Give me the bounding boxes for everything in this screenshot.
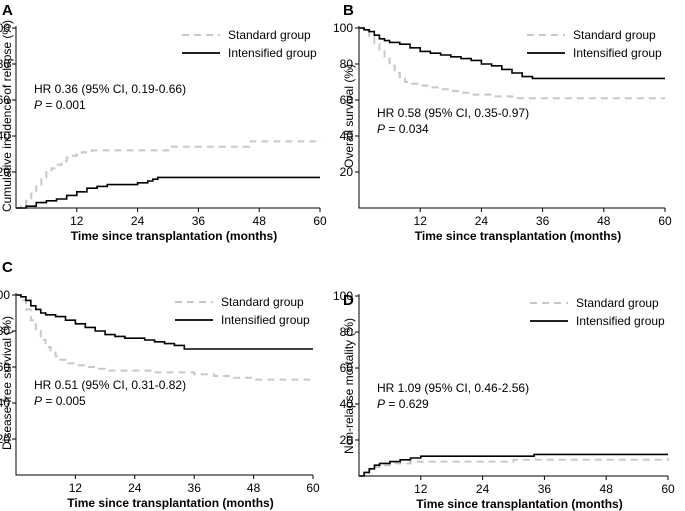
series-intensified-line (16, 294, 313, 350)
series-intensified-line (16, 176, 320, 209)
y-tick-label: 80 (340, 325, 354, 339)
y-tick-label: 60 (340, 93, 354, 107)
y-tick-label: 40 (340, 397, 354, 411)
legend-standard-label: Standard group (576, 296, 659, 310)
x-tick-label: 48 (247, 481, 261, 495)
p-value-text: P = 0.005 (34, 394, 86, 408)
p-value: = 0.034 (385, 122, 429, 136)
y-tick-label: 100 (333, 21, 353, 35)
hazard-ratio-text: HR 0.51 (95% CI, 0.31-0.82) (34, 378, 186, 392)
y-tick-label: 20 (0, 165, 10, 179)
y-tick-label: 60 (340, 361, 354, 375)
series-intensified-line (359, 453, 668, 477)
y-tick-label: 80 (340, 57, 354, 71)
panel-letter: D (343, 292, 354, 309)
x-tick-label: 48 (600, 482, 614, 496)
chart-panel-c: C 20 40 60 80 100 12 24 36 48 60 Time since transpl… (0, 259, 320, 510)
x-tick-label: 48 (253, 214, 267, 228)
p-value-text: P = 0.629 (377, 397, 429, 411)
x-tick-label: 24 (128, 481, 142, 495)
y-tick-label: 60 (0, 360, 10, 374)
x-tick-label: 12 (414, 214, 428, 228)
hazard-ratio-text: HR 0.58 (95% CI, 0.35-0.97) (377, 106, 529, 120)
y-axis-label: Overall survival (%) (342, 64, 356, 168)
y-tick-label: 40 (340, 129, 354, 143)
legend-standard-label: Standard group (573, 28, 656, 42)
y-tick-label: 20 (340, 433, 354, 447)
y-tick-label: 60 (0, 93, 10, 107)
x-tick-label: 24 (131, 214, 145, 228)
legend-intensified-label: Intensified group (573, 46, 662, 60)
panel-letter: C (2, 259, 13, 276)
y-tick-label: 20 (0, 432, 10, 446)
series-intensified-line (359, 27, 665, 80)
y-tick-label: 100 (333, 289, 353, 303)
legend-intensified-label: Intensified group (221, 313, 310, 327)
y-axis-label: Disease-free survival (%) (0, 316, 14, 450)
x-tick-label: 36 (536, 214, 550, 228)
chart-panel-d: D 20 40 60 80 100 12 24 36 48 60 Time since transpl… (333, 289, 675, 511)
legend-intensified-label: Intensified group (576, 314, 665, 328)
chart-panel-b: B 20 40 60 80 100 12 24 36 48 60 Time since transpl… (333, 2, 672, 243)
p-symbol: P (377, 397, 385, 411)
x-axis-label: Time since transplantation (months) (416, 497, 622, 511)
y-tick-label: 80 (0, 324, 10, 338)
legend-intensified-label: Intensified group (228, 46, 317, 60)
x-tick-label: 36 (188, 481, 202, 495)
x-tick-label: 48 (597, 214, 611, 228)
hazard-ratio-text: HR 0.36 (95% CI, 0.19-0.66) (34, 82, 186, 96)
x-tick-label: 36 (192, 214, 206, 228)
x-tick-label: 60 (658, 214, 672, 228)
p-value: = 0.629 (385, 397, 429, 411)
legend-standard-label: Standard group (221, 295, 304, 309)
x-tick-label: 24 (476, 482, 490, 496)
p-symbol: P (377, 122, 385, 136)
chart-panel-a: A 20 40 60 80 100 12 24 36 48 60 Time since transpl… (0, 2, 327, 243)
series-standard-line (359, 458, 669, 477)
x-axis-label: Time since transplantation (months) (67, 496, 273, 510)
x-tick-label: 60 (306, 481, 320, 495)
y-axis-label: Cumulative incidence of relapse (%) (0, 20, 14, 212)
axis-lines (15, 293, 313, 476)
x-axis-label: Time since transplantation (months) (71, 229, 277, 243)
axis-lines (358, 26, 665, 209)
series-standard-line (359, 27, 665, 100)
y-tick-label: 100 (0, 288, 10, 302)
y-tick-label: 20 (340, 165, 354, 179)
x-tick-label: 12 (70, 214, 84, 228)
p-value: = 0.001 (42, 98, 86, 112)
panel-letter: A (2, 2, 13, 19)
y-tick-label: 100 (0, 21, 10, 35)
p-symbol: P (34, 394, 42, 408)
panel-letter: B (343, 2, 354, 19)
series-standard-line (16, 139, 321, 209)
p-value-text: P = 0.001 (34, 98, 86, 112)
x-tick-label: 12 (69, 481, 83, 495)
p-value: = 0.005 (42, 394, 86, 408)
y-tick-label: 40 (0, 129, 10, 143)
x-tick-label: 24 (475, 214, 489, 228)
p-symbol: P (34, 98, 42, 112)
legend-standard-label: Standard group (228, 28, 311, 42)
y-tick-label: 80 (0, 57, 10, 71)
hazard-ratio-text: HR 1.09 (95% CI, 0.46-2.56) (377, 381, 529, 395)
x-tick-label: 36 (538, 482, 552, 496)
series-standard-line (16, 294, 313, 381)
p-value-text: P = 0.034 (377, 122, 429, 136)
x-tick-label: 12 (414, 482, 428, 496)
x-axis-label: Time since transplantation (months) (415, 229, 621, 243)
x-tick-label: 60 (313, 214, 327, 228)
y-axis-label: Non-relapse mortality (%) (342, 318, 356, 454)
x-tick-label: 60 (661, 482, 675, 496)
y-tick-label: 40 (0, 396, 10, 410)
